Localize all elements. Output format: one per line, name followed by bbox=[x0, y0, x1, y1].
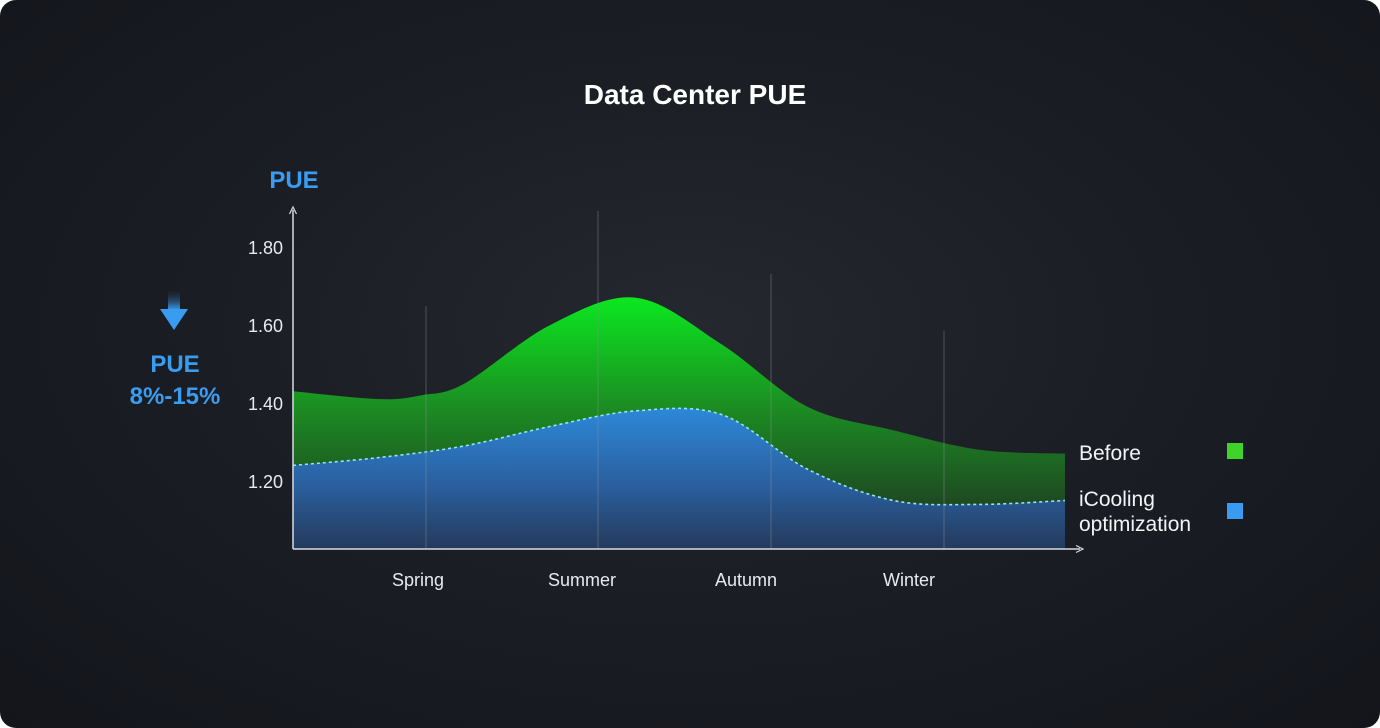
y-tick-label: 1.60 bbox=[248, 316, 283, 336]
legend-label-icooling-line1: iCooling bbox=[1079, 488, 1155, 511]
y-axis-arrow bbox=[288, 205, 298, 215]
category-guides bbox=[425, 211, 945, 549]
x-tick-label-spring: Spring bbox=[392, 570, 444, 590]
x-tick-label-winter: Winter bbox=[883, 570, 935, 590]
x-axis-arrow bbox=[1075, 544, 1085, 554]
y-tick-label: 1.40 bbox=[248, 394, 283, 414]
y-tick-label: 1.20 bbox=[248, 472, 283, 492]
legend-label-before: Before bbox=[1079, 442, 1141, 465]
y-tick-labels: 1.80 1.60 1.40 1.20 bbox=[248, 238, 283, 492]
legend-label-icooling-line2: optimization bbox=[1079, 513, 1191, 536]
arrow-down-icon bbox=[160, 291, 188, 330]
legend-label-icooling: iCooling optimization bbox=[1079, 488, 1191, 536]
reduction-annotation: PUE 8%-15% bbox=[130, 291, 221, 410]
legend-swatch-before bbox=[1227, 443, 1243, 459]
legend-swatch-icooling bbox=[1227, 503, 1243, 519]
chart-title: Data Center PUE bbox=[584, 79, 807, 110]
axes bbox=[288, 205, 1085, 554]
x-tick-label-summer: Summer bbox=[548, 570, 616, 590]
x-tick-labels: Spring Summer Autumn Winter bbox=[392, 570, 935, 590]
y-axis-title: PUE bbox=[269, 167, 318, 194]
annotation-range: 8%-15% bbox=[130, 383, 221, 410]
plot-area bbox=[293, 297, 1065, 549]
area-icooling bbox=[293, 408, 1065, 549]
annotation-label: PUE bbox=[150, 351, 199, 378]
y-tick-label: 1.80 bbox=[248, 238, 283, 258]
x-tick-label-autumn: Autumn bbox=[715, 570, 777, 590]
legend: Before iCooling optimization bbox=[1079, 442, 1243, 536]
